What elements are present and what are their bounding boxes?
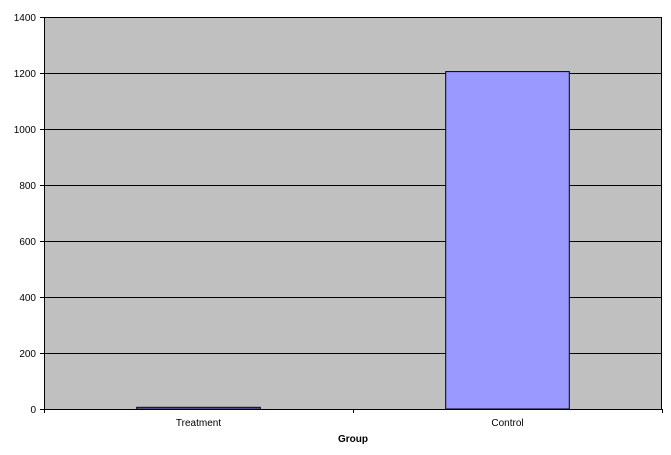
x-axis-title: Group <box>338 434 368 445</box>
y-tick-label: 600 <box>19 237 36 248</box>
x-tick-label: Control <box>491 418 523 429</box>
x-tick-label: Treatment <box>176 418 221 429</box>
y-tick-label: 1000 <box>14 125 37 136</box>
bar-series <box>136 71 570 410</box>
y-axis-ticks: 0 200 400 600 800 1000 1200 1400 <box>14 13 44 416</box>
bar-treatment <box>136 406 261 410</box>
y-tick-label: 800 <box>19 181 36 192</box>
y-tick-label: 400 <box>19 293 36 304</box>
y-tick-label: 1400 <box>14 13 37 24</box>
x-axis-ticks: Treatment Control <box>44 409 663 429</box>
y-tick-label: 1200 <box>14 69 37 80</box>
bar-control <box>445 71 570 410</box>
y-tick-label: 200 <box>19 349 36 360</box>
y-tick-label: 0 <box>30 405 36 416</box>
